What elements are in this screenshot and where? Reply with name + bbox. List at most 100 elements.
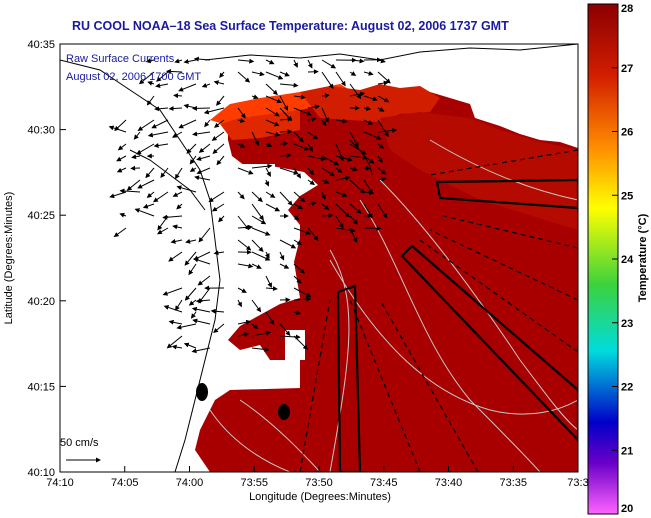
current-vector (193, 56, 211, 62)
current-vector (237, 191, 245, 200)
study-zones (336, 178, 578, 472)
current-vector (162, 287, 183, 296)
current-vector (108, 125, 127, 133)
current-vector (321, 213, 334, 219)
current-vector (307, 143, 314, 152)
current-vector (293, 215, 300, 221)
current-vector (138, 71, 155, 85)
current-vector (251, 330, 271, 337)
current-vector (176, 203, 183, 210)
current-vector (251, 299, 262, 313)
current-vector (293, 239, 303, 246)
current-vector (137, 179, 155, 189)
current-vector (146, 95, 155, 106)
current-vector (265, 71, 284, 80)
current-vector (307, 179, 316, 186)
current-vector (377, 203, 388, 219)
current-vector (293, 107, 312, 116)
current-vector (251, 215, 267, 225)
current-vector (363, 70, 374, 76)
colorbar-tick-label: 27 (621, 63, 633, 75)
current-vector (321, 119, 327, 127)
current-vector (279, 141, 289, 147)
current-vector (363, 95, 378, 102)
current-vector (117, 143, 127, 151)
current-vector (237, 239, 252, 251)
current-vector (213, 323, 225, 334)
current-vector (363, 155, 375, 164)
y-tick-label: 40:25 (27, 210, 55, 222)
current-vector (321, 179, 330, 184)
current-vector (210, 308, 225, 314)
y-axis-ticks: 40:35 40:30 40:25 40:20 40:15 40:10 (27, 39, 66, 479)
x-tick-label: 74:00 (176, 477, 204, 489)
current-vector (196, 167, 211, 175)
x-tick-label: 73:50 (305, 477, 333, 489)
current-vector (279, 82, 299, 88)
current-vector (154, 106, 169, 112)
current-vector (190, 311, 197, 319)
current-vector (377, 167, 387, 175)
current-vector (237, 224, 254, 230)
colorbar-label: Temperature (°C) (637, 213, 649, 302)
inset-line-1: Raw Surface Currents (66, 53, 175, 65)
current-vector (377, 176, 387, 182)
current-vector (279, 167, 299, 175)
current-vector (251, 323, 259, 330)
current-vector (349, 166, 358, 172)
current-vector (349, 203, 362, 214)
current-vector (237, 118, 246, 123)
current-vector (293, 143, 310, 151)
current-vector (151, 119, 169, 129)
current-vector (198, 143, 211, 153)
bathymetry-contours (209, 139, 578, 472)
current-vector (178, 83, 197, 92)
map-plot-area (60, 44, 578, 472)
colorbar-tick-label: 25 (621, 190, 633, 202)
current-vector (160, 167, 169, 178)
current-vector (335, 155, 353, 162)
y-tick-label: 40:30 (27, 125, 55, 137)
y-tick-label: 40:10 (27, 467, 55, 479)
current-vector (363, 119, 374, 125)
current-vector (237, 332, 250, 337)
current-vector (188, 263, 197, 276)
current-vector (279, 323, 291, 336)
current-vector (293, 287, 312, 298)
current-vector (265, 107, 280, 117)
current-vector (349, 71, 357, 76)
current-vector (119, 212, 127, 218)
current-vector (191, 347, 211, 354)
transect-lines (299, 149, 578, 472)
current-vector (377, 106, 385, 112)
current-vector (157, 227, 169, 235)
current-vector (185, 238, 197, 244)
current-vector (131, 154, 141, 160)
x-tick-label: 74:10 (46, 477, 74, 489)
current-vector (377, 119, 389, 138)
current-vector (307, 131, 319, 140)
current-vector (218, 215, 225, 223)
current-vector (307, 104, 320, 110)
current-vector (321, 71, 334, 90)
buoy-marker (196, 383, 208, 401)
current-vector (349, 143, 367, 155)
current-vector (265, 142, 273, 148)
current-vector (198, 227, 211, 243)
current-vector (251, 203, 264, 221)
current-vector (265, 191, 276, 198)
current-vector (251, 263, 262, 269)
current-vector (184, 251, 197, 266)
current-vector (293, 296, 312, 302)
current-vector (251, 163, 273, 169)
current-vector (172, 224, 183, 230)
current-vector (216, 95, 225, 106)
current-vector (265, 119, 280, 127)
current-vector (293, 167, 302, 179)
x-tick-label: 74:05 (111, 477, 139, 489)
current-vector (279, 191, 293, 206)
current-vector (186, 143, 197, 154)
current-vector (116, 155, 127, 162)
current-vector (279, 129, 293, 135)
